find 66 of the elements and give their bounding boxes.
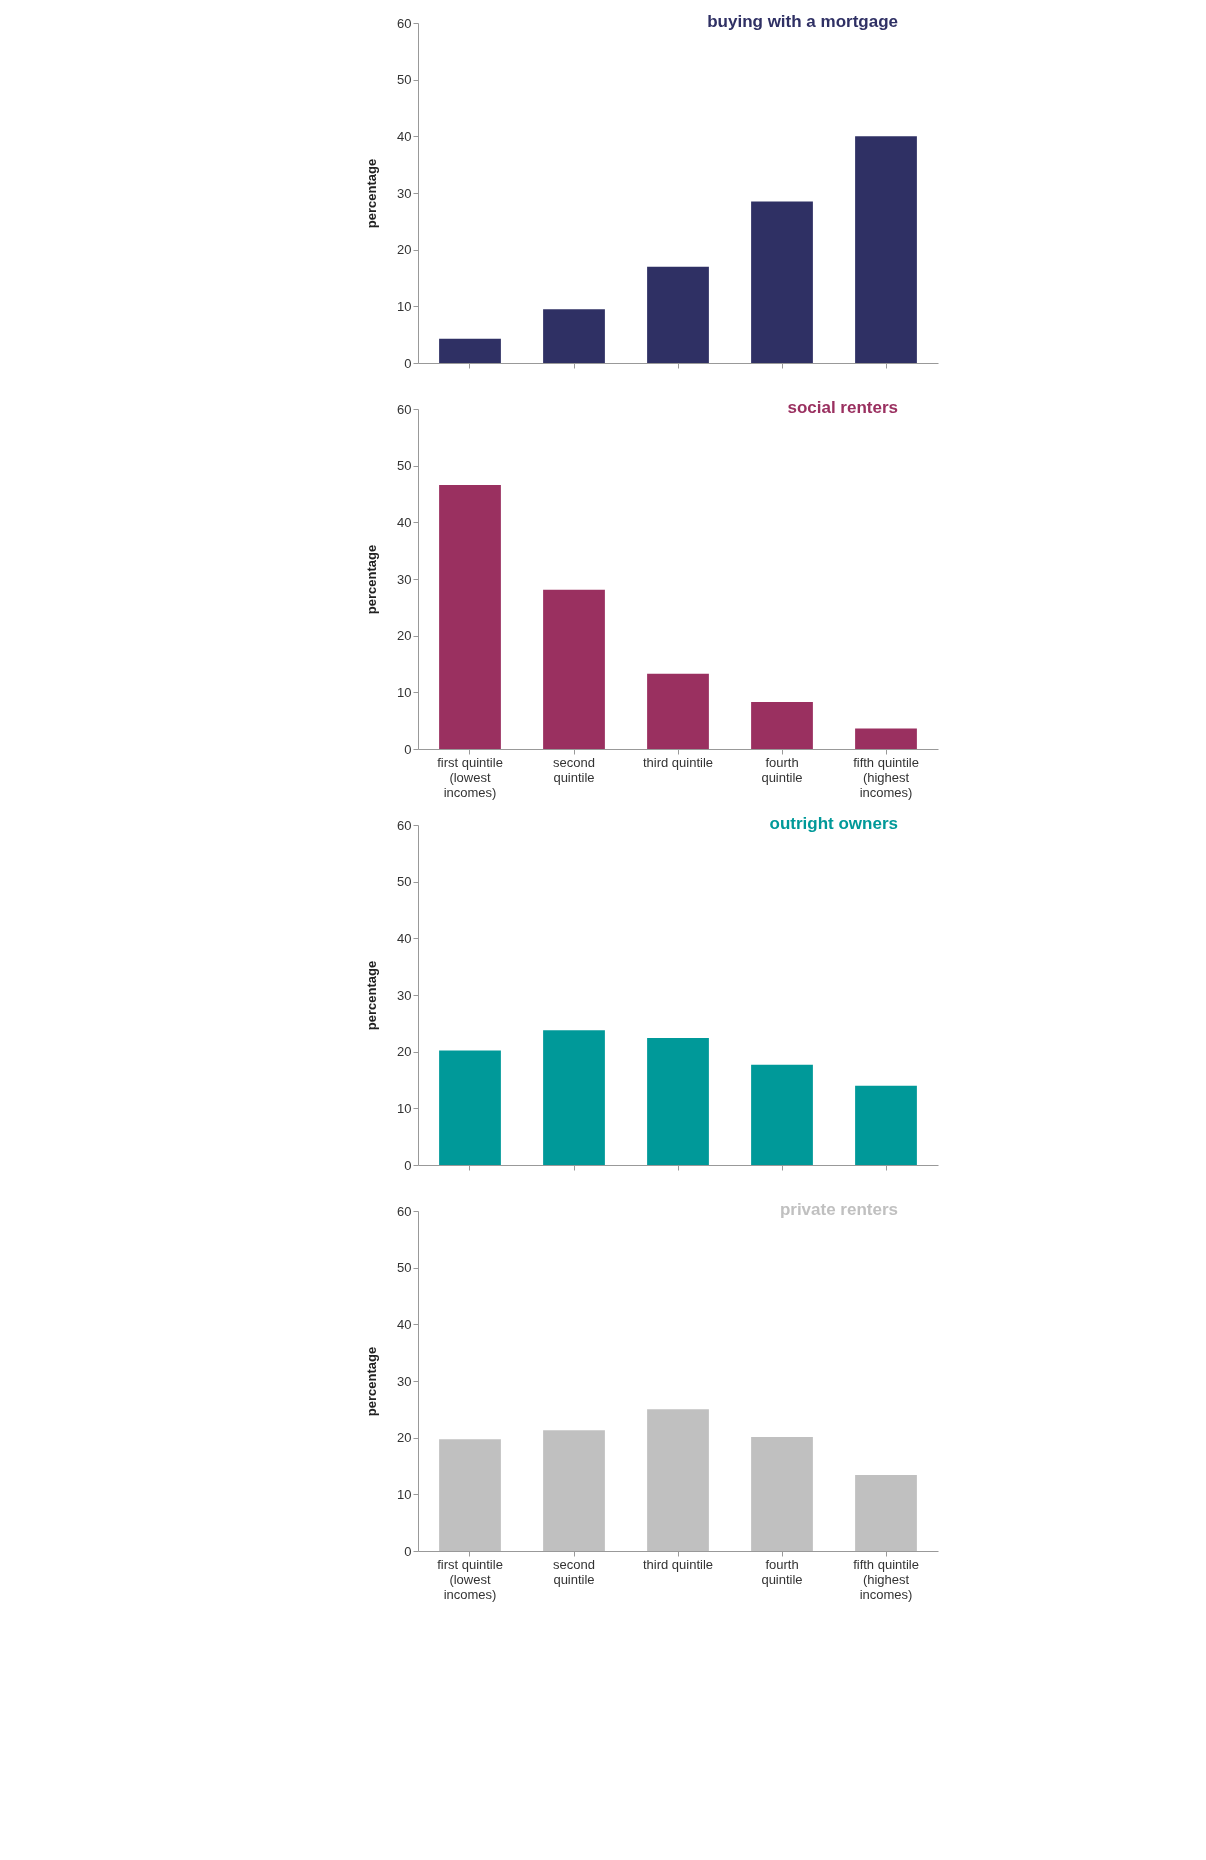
y-tick-label: 20	[397, 242, 412, 258]
y-tick-label: 10	[397, 684, 412, 700]
y-axis-title: percentage	[364, 544, 380, 615]
y-tick-label: 30	[397, 1373, 412, 1389]
y-tick-label: 40	[397, 514, 412, 530]
y-tick-label: 50	[397, 874, 412, 890]
x-tick-label: third quintile	[642, 1556, 714, 1572]
y-tick-label: 50	[397, 458, 412, 474]
y-tick-label: 40	[397, 1316, 412, 1332]
x-tick-label: first quintile (lowest incomes)	[437, 754, 503, 800]
bar	[543, 1030, 605, 1165]
y-tick-label: 20	[397, 628, 412, 644]
y-tick-label: 10	[397, 1100, 412, 1116]
bar	[751, 1437, 813, 1551]
x-tick-label: fifth quintile (highest incomes)	[853, 1556, 919, 1602]
y-tick-label: 0	[404, 1157, 412, 1173]
bar	[751, 201, 813, 363]
bar	[855, 728, 917, 749]
y-axis-title: percentage	[364, 1346, 380, 1417]
bar	[439, 1439, 501, 1551]
bar	[543, 589, 605, 749]
y-tick-label: 60	[397, 1203, 412, 1219]
y-tick-label: 30	[397, 571, 412, 587]
y-tick-label: 50	[397, 72, 412, 88]
bar	[647, 1409, 709, 1551]
x-tick-label: second quintile	[553, 1556, 595, 1587]
y-tick-label: 60	[397, 15, 412, 31]
bar	[439, 338, 501, 363]
x-tick-label: fourth quintile	[761, 1556, 803, 1587]
bar	[855, 136, 917, 363]
bar	[751, 1064, 813, 1165]
chart-title: private renters	[779, 1200, 898, 1219]
bar	[647, 1038, 709, 1165]
bar	[647, 266, 709, 363]
y-tick-label: 10	[397, 298, 412, 314]
y-tick-label: 20	[397, 1430, 412, 1446]
x-tick-label: first quintile (lowest incomes)	[437, 1556, 503, 1602]
y-tick-label: 0	[404, 1543, 412, 1559]
y-tick-label: 60	[397, 401, 412, 417]
y-tick-label: 40	[397, 930, 412, 946]
x-tick-label: fourth quintile	[761, 754, 803, 785]
y-axis-title: percentage	[364, 158, 380, 229]
y-tick-label: 40	[397, 128, 412, 144]
y-axis-title: percentage	[364, 960, 380, 1031]
x-tick-label: second quintile	[553, 754, 595, 785]
y-tick-label: 10	[397, 1486, 412, 1502]
bar	[855, 1085, 917, 1165]
bar	[439, 1050, 501, 1165]
chart-title: outright owners	[769, 814, 898, 833]
chart-title: buying with a mortgage	[707, 12, 898, 31]
bar	[543, 1430, 605, 1551]
y-tick-label: 30	[397, 185, 412, 201]
bar	[751, 701, 813, 749]
x-tick-label: third quintile	[642, 754, 714, 770]
bar	[439, 484, 501, 749]
y-tick-label: 30	[397, 987, 412, 1003]
y-tick-label: 0	[404, 355, 412, 371]
bar	[543, 309, 605, 363]
chart-title: social renters	[787, 398, 898, 417]
y-tick-label: 0	[404, 741, 412, 757]
bar	[647, 673, 709, 749]
y-tick-label: 20	[397, 1044, 412, 1060]
y-tick-label: 50	[397, 1260, 412, 1276]
x-tick-label: fifth quintile (highest incomes)	[853, 754, 919, 800]
bar	[855, 1475, 917, 1551]
y-tick-label: 60	[397, 817, 412, 833]
